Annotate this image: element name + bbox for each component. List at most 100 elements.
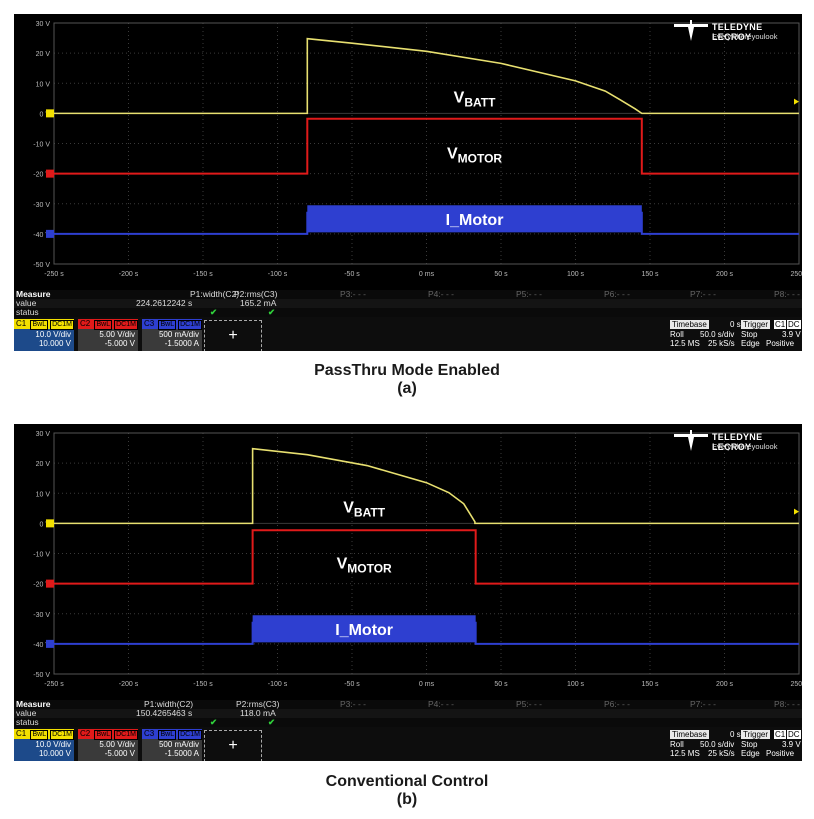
vmotor-label: VMOTOR <box>337 556 392 576</box>
p1-value: 224.2612242 s <box>136 298 193 308</box>
imotor-label: I_Motor <box>446 212 504 229</box>
channel-c3-name: C3 <box>144 319 155 328</box>
vbatt-label: VBATT <box>343 499 385 519</box>
status-label: status <box>16 717 39 727</box>
p2-name[interactable]: P2:rms(C3) <box>236 699 280 709</box>
channel-c2-name: C2 <box>80 319 91 328</box>
p5-name[interactable]: P5:- - - <box>516 699 542 709</box>
trigger-state: Stop <box>741 740 758 749</box>
measure-header-row: Measure P1:width(C2) P2:rms(C3) P3:- - -… <box>14 700 802 709</box>
channel-c2-descriptor[interactable]: C2 BwL DC1M 5.00 V/div -5.000 V <box>78 319 138 351</box>
measure-status-row: status ✔ ✔ <box>14 308 802 317</box>
p1-status-check-icon: ✔ <box>210 717 218 727</box>
imotor-label: I_Motor <box>335 622 393 639</box>
y-tick-label: 20 V <box>36 51 51 58</box>
channel-c1-offset: 10.000 V <box>38 749 71 758</box>
trigger-type: Edge <box>741 749 760 758</box>
add-trace-button[interactable]: + <box>204 320 262 351</box>
bandwidth-tag: BwL <box>30 730 49 740</box>
channel-c1-header: C1 BwL DC1M <box>14 729 74 740</box>
x-tick-label: 250 s <box>790 271 802 278</box>
y-tick-label: 0 V <box>39 111 50 118</box>
p1-name[interactable]: P1:width(C2) <box>190 289 240 299</box>
caption-b-title: Conventional Control <box>325 773 489 790</box>
x-tick-label: -150 s <box>193 681 213 688</box>
vmotor-label: VMOTOR <box>447 146 502 166</box>
p8-name[interactable]: P8:- - - <box>774 699 800 709</box>
p1-status-check-icon: ✔ <box>210 307 218 317</box>
channel-ground-marker[interactable] <box>46 639 54 648</box>
channel-ground-marker[interactable] <box>46 169 54 178</box>
p6-name[interactable]: P6:- - - <box>604 289 630 299</box>
measure-value-row: value 150.4265463 s 118.0 mA <box>14 709 802 718</box>
plot-frame <box>53 22 800 265</box>
channel-ground-marker[interactable] <box>46 579 54 588</box>
measure-panel-a: Measure P1:width(C2) P2:rms(C3) P3:- - -… <box>14 290 802 351</box>
trigger-level-marker[interactable] <box>794 98 799 105</box>
channel-ground-marker[interactable] <box>46 109 54 118</box>
channel-c1-vdiv: 10.0 V/div <box>35 330 71 339</box>
channel-c2-header: C2 BwL DC1M <box>78 319 138 330</box>
p6-name[interactable]: P6:- - - <box>604 699 630 709</box>
p7-name[interactable]: P7:- - - <box>690 699 716 709</box>
coupling-tag: DC1M <box>114 730 138 740</box>
channel-ground-marker[interactable] <box>46 519 54 528</box>
timebase-trigger-panel[interactable]: Timebase 0 s Roll 50.0 s/div 12.5 MS 25 … <box>670 730 801 760</box>
y-tick-label: -20 V <box>33 582 50 589</box>
x-tick-label: -250 s <box>44 681 64 688</box>
x-tick-label: 150 s <box>641 271 659 278</box>
channel-c3-header: C3 BwL DC1M <box>142 729 202 740</box>
channel-c1-name: C1 <box>16 319 27 328</box>
channel-c3-descriptor[interactable]: C3 BwL DC1M 500 mA/div -1.5000 A <box>142 319 202 351</box>
series-vbatt-line <box>54 37 799 115</box>
y-tick-label: -10 V <box>33 552 50 559</box>
channel-c3-vdiv: 500 mA/div <box>158 330 199 339</box>
y-tick-label: -10 V <box>33 142 50 149</box>
channel-c3-descriptor[interactable]: C3 BwL DC1M 500 mA/div -1.5000 A <box>142 729 202 761</box>
p3-name[interactable]: P3:- - - <box>340 289 366 299</box>
p4-name[interactable]: P4:- - - <box>428 699 454 709</box>
y-tick-label: 10 V <box>36 81 51 88</box>
trigger-channel: C1 <box>774 730 787 739</box>
plot-frame <box>53 432 800 675</box>
channel-c1-descriptor[interactable]: C1 BwL DC1M 10.0 V/div 10.000 V <box>14 319 74 351</box>
p7-name[interactable]: P7:- - - <box>690 289 716 299</box>
p4-name[interactable]: P4:- - - <box>428 289 454 299</box>
x-tick-label: 250 s <box>790 681 802 688</box>
caption-a-title: PassThru Mode Enabled <box>314 362 500 379</box>
trigger-level-marker[interactable] <box>794 508 799 515</box>
coupling-tag: DC1M <box>178 320 202 330</box>
p8-name[interactable]: P8:- - - <box>774 289 800 299</box>
x-tick-label: -200 s <box>119 681 139 688</box>
y-tick-label: -50 V <box>33 262 50 269</box>
p5-name[interactable]: P5:- - - <box>516 289 542 299</box>
teledyne-lecroy-logo-icon <box>674 20 708 41</box>
channel-c1-descriptor[interactable]: C1 BwL DC1M 10.0 V/div 10.000 V <box>14 729 74 761</box>
channel-ground-marker[interactable] <box>46 229 54 238</box>
add-trace-button[interactable]: + <box>204 730 262 761</box>
timebase-trigger-panel[interactable]: Timebase 0 s Roll 50.0 s/div 12.5 MS 25 … <box>670 320 801 350</box>
x-tick-label: -150 s <box>193 271 213 278</box>
p1-name[interactable]: P1:width(C2) <box>144 699 194 709</box>
trigger-type: Edge <box>741 339 760 348</box>
trigger-channel: C1 <box>774 320 787 329</box>
measure-label: Measure <box>16 699 51 709</box>
p2-name[interactable]: P2:rms(C3) <box>234 289 278 299</box>
waveform-plot-a: 30 V 20 V 10 V 0 V -10 V -20 V -30 V -40 V -50 V… <box>33 21 802 278</box>
status-label: status <box>16 307 39 317</box>
scope-screen-a: 30 V 20 V 10 V 0 V -10 V -20 V -30 V -40 V -50 V… <box>14 14 802 351</box>
logo-tagline: Everywhereyoulook <box>712 442 778 451</box>
x-tick-label: 200 s <box>716 271 734 278</box>
logo-tagline: Everywhereyoulook <box>712 32 778 41</box>
series-vmotor-line <box>54 117 799 175</box>
x-tick-label: -200 s <box>119 271 139 278</box>
channel-c3-name: C3 <box>144 729 155 738</box>
trigger-header: Trigger <box>741 730 771 739</box>
p3-name[interactable]: P3:- - - <box>340 699 366 709</box>
caption-b: Conventional Control (b) <box>0 773 814 809</box>
bandwidth-tag: BwL <box>94 730 113 740</box>
channel-c3-header: C3 BwL DC1M <box>142 319 202 330</box>
channel-c2-descriptor[interactable]: C2 BwL DC1M 5.00 V/div -5.000 V <box>78 729 138 761</box>
channel-c3-offset: -1.5000 A <box>164 339 199 348</box>
x-tick-label: 0 ms <box>419 271 435 278</box>
